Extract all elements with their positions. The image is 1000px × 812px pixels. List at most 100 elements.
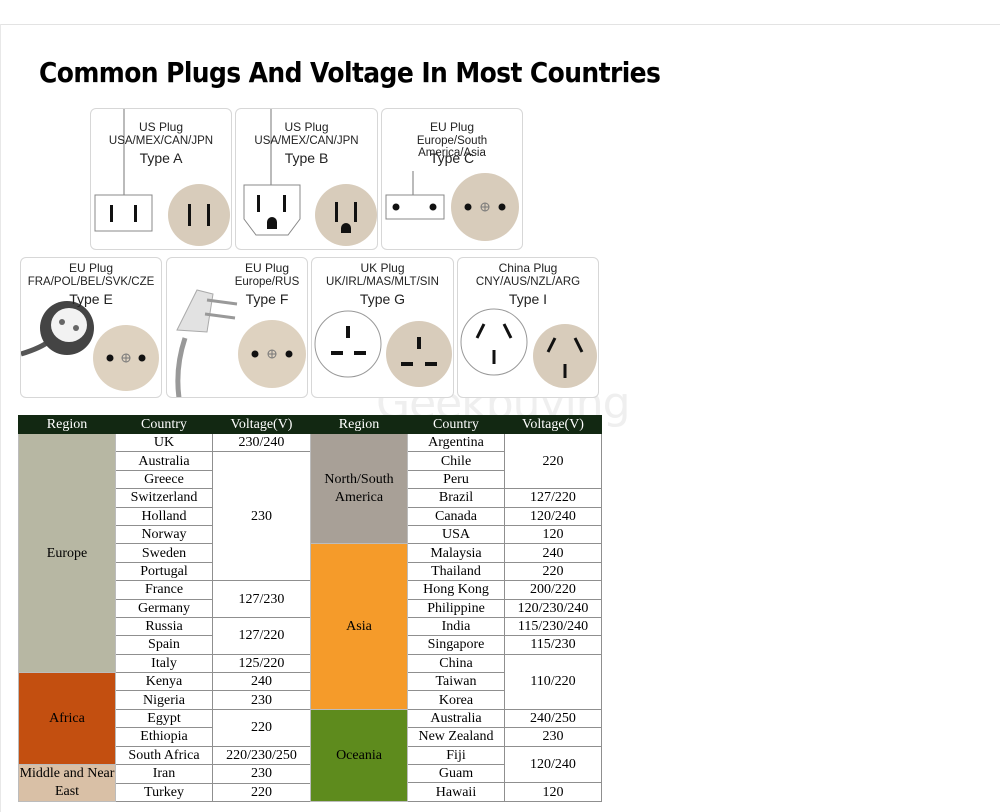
country-cell: Thailand [407,561,505,582]
table-row: Middle and Near East Iran 230 [18,764,311,803]
header-region: Region [18,415,116,434]
plug-countries: FRA/POL/BEL/SVK/CZE [27,276,155,288]
plug-name: EU Plug [244,261,290,275]
country-cell: Hawaii [407,782,505,802]
country-cell: Egypt [115,708,213,729]
table-row: USA 120 [311,524,602,545]
table-row: Oceania Australia 240/250 [310,708,602,802]
country-cell: Brazil [407,488,505,508]
country-cell: India [407,616,505,637]
table-row: Chile [311,451,602,471]
page-title: Common Plugs And Voltage In Most Countri… [39,56,661,89]
table-row: South Africa 220/230/250 [19,745,311,766]
plug-name: US Plug [138,120,184,134]
table-row: Taiwan [311,672,602,692]
table-row: Europe UK 230/240 [18,432,311,674]
voltage-cell: 230/240 [212,432,311,453]
plug-type: Type A [139,150,183,166]
country-cell: Chile [407,451,505,471]
country-cell: Turkey [115,782,213,803]
country-cell: Russia [115,616,213,637]
voltage-cell: 220 [504,432,602,490]
country-cell: Australia [115,451,213,471]
country-cell: Australia [407,708,505,729]
plug-countries: USA/MEX/CAN/JPN [108,135,214,147]
header-country: Country [407,415,505,434]
header-voltage: Voltage(V) [212,415,311,434]
country-cell: Iran [115,764,213,784]
voltage-cell: 240 [504,543,602,563]
country-cell: Germany [115,598,213,618]
table-row: Sweden [19,543,311,563]
plug-card-type-b: US Plug USA/MEX/CAN/JPN Type B [235,108,378,250]
voltage-cell: 127/220 [504,488,602,508]
plug-card-type-c: EU Plug Europe/South America/Asia Type C [381,108,523,250]
voltage-cell: 127/220 [212,616,311,655]
type-c-plug-icon [385,171,519,241]
type-i-plug-icon [460,308,597,388]
country-cell: Canada [407,506,505,526]
plug-type: Type C [429,150,475,166]
plug-type: Type I [508,291,548,307]
country-cell: Portugal [115,561,213,582]
plug-name: UK Plug [360,261,405,275]
country-cell: Switzerland [115,488,213,508]
voltage-cell: 120/240 [504,745,602,784]
table-row: Ethiopia [19,727,311,747]
table-row: Hawaii 120 [311,782,602,802]
type-a-plug-icon [94,109,230,246]
plug-countries: USA/MEX/CAN/JPN [254,135,359,147]
table-row: China 110/220 [311,653,602,710]
header-country: Country [115,415,213,434]
voltage-cell: 240/250 [504,708,602,729]
table-row: Thailand 220 [311,561,602,582]
country-cell: New Zealand [407,727,505,747]
plug-card-type-f: EU Plug Europe/RUS Type F [166,257,308,398]
country-cell: Peru [407,469,505,490]
voltage-cell: 120 [504,782,602,802]
country-cell: Korea [407,690,505,710]
country-cell: South Africa [115,745,213,766]
country-cell: Norway [115,524,213,545]
voltage-cell: 125/220 [212,653,311,674]
country-cell: Nigeria [115,690,213,710]
country-cell: USA [407,524,505,545]
header-region: Region [310,415,408,434]
country-cell: Singapore [407,635,505,655]
plug-card-type-a: US Plug USA/MEX/CAN/JPN Type A [90,108,232,250]
voltage-cell: 240 [212,672,311,692]
plug-countries: UK/IRL/MAS/MLT/SIN [326,276,439,288]
country-cell: Greece [115,469,213,490]
plug-type: Type G [359,291,406,307]
voltage-cell: 120/240 [504,506,602,526]
page-left-border [0,24,1,812]
country-cell: Holland [115,506,213,526]
plug-name: EU Plug [68,261,114,275]
country-cell: Spain [115,635,213,655]
type-g-plug-icon [314,310,452,387]
voltage-cell: 220/230/250 [212,745,311,766]
plug-card-type-g: UK Plug UK/IRL/MAS/MLT/SIN Type G [311,257,454,398]
table-row: New Zealand 230 [311,727,602,747]
voltage-cell: 220 [504,561,602,582]
country-cell: France [115,580,213,600]
table-row: Brazil 127/220 [311,488,602,508]
table-row: Asia Malaysia 240 [310,543,602,710]
plug-type: Type B [284,150,329,166]
region-cell-middle-east: Middle and Near East [18,764,116,803]
type-f-plug-icon [175,289,306,397]
country-cell: Taiwan [407,672,505,692]
plug-countries: Europe/RUS [234,276,300,288]
country-cell: Fiji [407,745,505,766]
table-row: Norway [19,524,311,545]
region-cell-europe: Europe [18,432,116,674]
voltage-cell: 127/230 [212,580,311,618]
country-cell: Argentina [407,432,505,453]
plug-type: Type F [245,291,289,307]
country-cell: Kenya [115,672,213,692]
table-row: Germany [19,598,311,618]
table-row: North/South America Argentina 220 [310,432,602,545]
table-row: Switzerland [19,488,311,508]
country-cell: Guam [407,764,505,784]
plug-card-type-i: China Plug CNY/AUS/NZL/ARG Type I [457,257,599,398]
